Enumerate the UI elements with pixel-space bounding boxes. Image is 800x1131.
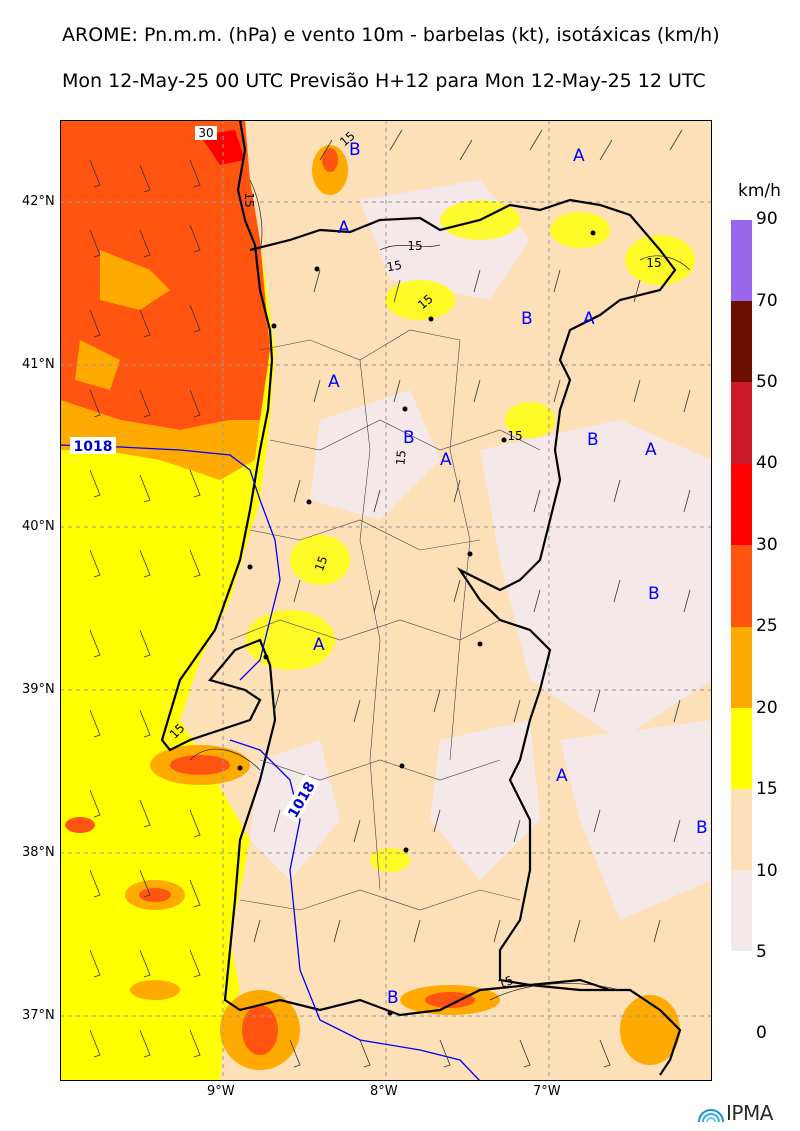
legend-swatch-25-30 [731,545,752,627]
isobar-label-1018-west: 1018 [70,437,116,455]
isotach-label: 15 [386,258,403,274]
pressure-centers: B A A B A A B B A A B A A B B [313,140,708,1008]
lat-label-40n: 40°N [22,519,55,534]
pressure-center-low: B [521,309,533,329]
isotach-label: 15 [646,256,661,270]
pressure-center-high: A [440,450,452,470]
strong-wind-area [60,120,270,430]
isobar-1018-south [229,739,481,1081]
legend-unit: km/h [738,181,781,201]
wind-barbs [89,129,691,1068]
lon-label-7w: 7°W [533,1084,561,1099]
legend-level: 50 [756,372,778,392]
legend-swatch-50-70 [731,301,752,382]
legend-swatch-10-15 [731,789,752,870]
ipma-logo: IPMA [696,1101,773,1125]
spain-border [249,198,677,992]
ipma-logo-icon [698,1109,724,1123]
legend-swatch-30-40 [731,464,752,545]
pressure-center-low: B [387,988,399,1008]
legend-swatch-5-10 [731,870,752,951]
lat-label-42n: 42°N [22,194,55,209]
legend-level: 70 [756,291,778,311]
pressure-center-high: A [338,218,350,238]
isotach-label: 15 [312,554,330,573]
legend-level: 90 [756,209,778,229]
lon-label-8w: 8°W [370,1084,398,1099]
pressure-center-low: B [696,818,708,838]
isotach-label: 15 [242,192,256,207]
pressure-center-high: A [583,309,595,329]
legend-level: 40 [756,453,778,473]
lon-label-9w: 9°W [207,1084,235,1099]
map-title-line2: Mon 12-May-25 00 UTC Previsão H+12 para … [62,70,706,92]
legend-level: 30 [756,535,778,555]
lat-label-38n: 38°N [22,845,55,860]
legend-swatch-40-50 [731,382,752,464]
lat-label-39n: 39°N [22,682,55,697]
lat-label-41n: 41°N [22,357,55,372]
legend-level: 10 [756,861,778,881]
forecast-map: 1018 1018 30 15 15 15 15 15 15 15 15 15 … [60,120,712,1081]
isotach-label: 15 [496,973,515,991]
legend-swatch-70-90 [731,220,752,301]
pressure-center-high: A [328,372,340,392]
isobar-1018-west [60,444,281,681]
legend-level: 5 [756,942,767,962]
lat-label-37n: 37°N [22,1008,55,1023]
legend-swatch-15-20 [731,708,752,789]
legend-level: 15 [756,779,778,799]
legend-level: 20 [756,698,778,718]
pressure-center-low: B [648,584,660,604]
isotach-label: 15 [507,429,522,443]
city-markers [237,230,596,1016]
isotach-label: 15 [407,239,422,253]
pressure-center-low: B [587,430,599,450]
pressure-center-high: A [313,635,325,655]
ipma-logo-text: IPMA [726,1101,773,1125]
legend-level: 0 [756,1023,767,1043]
pressure-center-low: B [349,140,361,160]
svg-text:1018: 1018 [74,439,113,455]
portugal-coastline [160,120,682,1076]
pressure-center-high: A [645,440,657,460]
map-title-line1: AROME: Pn.m.m. (hPa) e vento 10m - barbe… [62,24,720,46]
pressure-center-low: B [403,428,415,448]
isotach-label: 30 [198,126,213,140]
isotach-label: 15 [393,449,408,465]
legend-level: 25 [756,616,778,636]
pressure-center-high: A [556,766,568,786]
legend-swatch-20-25 [731,627,752,708]
pressure-center-high: A [573,146,585,166]
